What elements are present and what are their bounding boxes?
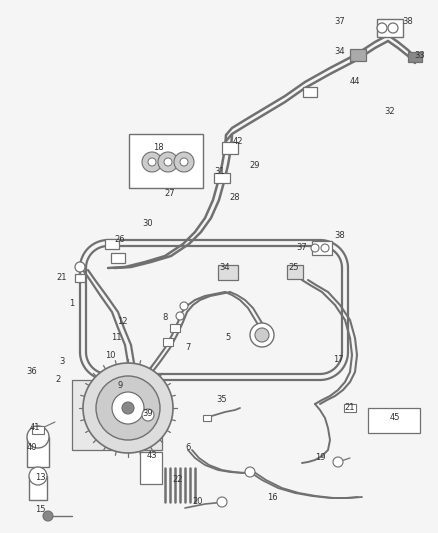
Text: 7: 7	[185, 343, 191, 352]
Circle shape	[377, 23, 387, 33]
Circle shape	[333, 457, 343, 467]
Circle shape	[83, 363, 173, 453]
Text: 21: 21	[57, 273, 67, 282]
Text: 44: 44	[350, 77, 360, 86]
Text: 15: 15	[35, 505, 45, 514]
Text: 5: 5	[226, 334, 231, 343]
Text: 20: 20	[193, 497, 203, 506]
Bar	[203, 415, 211, 421]
Bar	[287, 265, 303, 279]
Text: 31: 31	[215, 167, 225, 176]
Text: 32: 32	[385, 108, 396, 117]
Bar	[32, 426, 44, 434]
Bar	[163, 338, 173, 346]
Text: 2: 2	[55, 376, 60, 384]
Text: 16: 16	[267, 494, 277, 503]
Circle shape	[176, 312, 184, 320]
Text: 21: 21	[345, 403, 355, 413]
Bar	[368, 408, 420, 433]
Text: 34: 34	[335, 47, 345, 56]
Text: 6: 6	[185, 443, 191, 453]
Bar	[75, 274, 85, 282]
Text: 34: 34	[220, 263, 230, 272]
Bar	[214, 173, 230, 183]
Text: 43: 43	[147, 450, 157, 459]
Text: 19: 19	[315, 454, 325, 463]
Text: 38: 38	[403, 18, 413, 27]
Circle shape	[321, 244, 329, 252]
Bar	[72, 380, 162, 450]
Text: 45: 45	[390, 414, 400, 423]
Text: 9: 9	[117, 381, 123, 390]
Text: 38: 38	[335, 230, 346, 239]
Text: 33: 33	[415, 51, 425, 60]
Circle shape	[142, 152, 162, 172]
Circle shape	[250, 323, 274, 347]
Circle shape	[142, 409, 154, 421]
Bar	[408, 52, 422, 62]
Text: 41: 41	[30, 424, 40, 432]
Bar	[140, 452, 162, 484]
Text: 29: 29	[250, 160, 260, 169]
Bar	[111, 253, 125, 263]
Text: 10: 10	[105, 351, 115, 359]
Text: 30: 30	[143, 219, 153, 228]
Circle shape	[27, 426, 49, 448]
Text: 36: 36	[27, 367, 37, 376]
Text: 40: 40	[27, 443, 37, 453]
Bar	[27, 437, 49, 467]
Circle shape	[311, 244, 319, 252]
Text: 42: 42	[233, 138, 243, 147]
Text: 13: 13	[35, 473, 45, 482]
Circle shape	[180, 158, 188, 166]
Text: 37: 37	[335, 18, 346, 27]
Circle shape	[255, 328, 269, 342]
Circle shape	[29, 467, 47, 485]
Text: 12: 12	[117, 318, 127, 327]
FancyBboxPatch shape	[129, 134, 203, 188]
Bar	[29, 476, 47, 500]
Circle shape	[158, 152, 178, 172]
Circle shape	[180, 302, 188, 310]
Circle shape	[388, 23, 398, 33]
Text: 22: 22	[173, 475, 183, 484]
Text: 27: 27	[165, 189, 175, 198]
Text: 17: 17	[333, 356, 343, 365]
Bar	[312, 241, 332, 255]
Bar	[170, 324, 180, 332]
Circle shape	[217, 497, 227, 507]
Circle shape	[174, 152, 194, 172]
Text: 11: 11	[111, 334, 121, 343]
Text: 8: 8	[162, 313, 168, 322]
Bar	[303, 87, 317, 97]
Text: 18: 18	[153, 143, 163, 152]
Circle shape	[43, 511, 53, 521]
Circle shape	[122, 402, 134, 414]
Text: 1: 1	[69, 298, 74, 308]
Circle shape	[75, 262, 85, 272]
Circle shape	[148, 158, 156, 166]
Text: 3: 3	[59, 358, 65, 367]
Text: 25: 25	[289, 263, 299, 272]
Circle shape	[96, 376, 160, 440]
Text: 26: 26	[115, 236, 125, 245]
Bar	[344, 404, 356, 412]
Bar	[105, 239, 119, 249]
Bar	[218, 264, 238, 279]
Bar	[350, 49, 366, 61]
Circle shape	[112, 392, 144, 424]
Bar	[377, 19, 403, 37]
Circle shape	[245, 467, 255, 477]
Text: 39: 39	[143, 408, 153, 417]
Text: 37: 37	[297, 244, 307, 253]
Circle shape	[164, 158, 172, 166]
Bar	[222, 142, 238, 154]
Text: 35: 35	[217, 395, 227, 405]
Text: 28: 28	[230, 193, 240, 203]
